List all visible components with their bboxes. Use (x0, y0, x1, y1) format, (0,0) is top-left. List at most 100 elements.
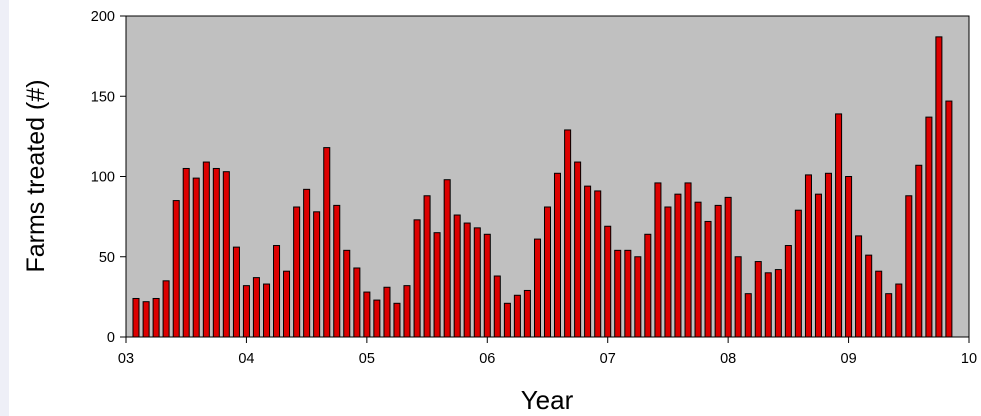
bar (493, 275, 501, 338)
bar (142, 301, 150, 338)
x-axis: 03 04 05 06 07 08 09 10 (118, 337, 977, 367)
bar (553, 172, 561, 338)
x-tick-label: 04 (238, 351, 254, 367)
bar (533, 238, 542, 338)
y-tick-label: 0 (107, 330, 115, 346)
bar (935, 36, 943, 338)
bar (784, 245, 792, 338)
bar (724, 196, 732, 338)
bar (895, 283, 903, 338)
bar (824, 172, 832, 338)
bar (774, 269, 782, 338)
bar (212, 167, 220, 338)
left-edge-strip (0, 0, 9, 416)
bar (132, 297, 140, 338)
bar (333, 204, 341, 338)
bar (232, 246, 240, 338)
bar (393, 302, 401, 338)
x-tick-label: 07 (600, 351, 616, 367)
bar (644, 233, 652, 338)
x-axis-title: Year (521, 385, 574, 415)
x-tick-label: 09 (841, 351, 857, 367)
bar (172, 200, 180, 338)
bar (293, 206, 301, 338)
bar (543, 206, 552, 338)
bar (594, 190, 602, 338)
bar (353, 267, 361, 338)
bar (624, 249, 632, 338)
bar (523, 289, 531, 338)
x-tick-label: 03 (118, 351, 134, 367)
bar (383, 286, 391, 338)
x-tick-label: 08 (720, 351, 736, 367)
bar (564, 129, 572, 338)
bar (433, 232, 441, 338)
bar (182, 167, 190, 338)
bar (764, 272, 772, 338)
bar (323, 147, 331, 338)
x-tick-label: 05 (359, 351, 375, 367)
y-tick-label: 100 (91, 170, 115, 186)
bar (734, 256, 742, 338)
bar (744, 293, 752, 338)
bar (905, 195, 913, 338)
bar (845, 176, 853, 338)
bar (453, 214, 461, 338)
bar (694, 201, 702, 338)
x-tick-label: 10 (961, 351, 977, 367)
bar (162, 280, 170, 338)
bar (614, 249, 622, 338)
y-tick-label: 200 (91, 9, 115, 25)
bar (413, 219, 421, 338)
bar (303, 188, 311, 338)
bar (263, 283, 271, 338)
y-tick-label: 150 (91, 89, 115, 105)
bar (865, 254, 873, 338)
bar (664, 206, 672, 338)
bar (684, 182, 692, 338)
bar (674, 193, 682, 338)
bar (343, 249, 351, 338)
bar (634, 256, 642, 338)
y-tick-label: 50 (99, 250, 115, 266)
bar (584, 185, 592, 338)
bar (363, 291, 371, 338)
bar (855, 235, 863, 338)
bar (222, 171, 230, 338)
bar (503, 302, 511, 338)
bar (835, 113, 843, 338)
bar (373, 299, 381, 338)
bar (252, 277, 260, 338)
bar (513, 294, 521, 338)
bar (754, 261, 762, 338)
y-axis: 0 50 100 150 200 (91, 9, 126, 346)
bar (704, 220, 712, 338)
bar (242, 285, 250, 338)
bar (794, 209, 802, 338)
bar (915, 164, 923, 338)
bar (604, 225, 612, 338)
bar (443, 179, 451, 338)
bar (574, 161, 582, 338)
bar (925, 116, 933, 338)
bar (423, 195, 431, 338)
bar (192, 177, 200, 338)
bar (885, 293, 893, 338)
x-tick-label: 06 (479, 351, 495, 367)
bar (473, 227, 481, 338)
bar (804, 174, 812, 338)
bar (875, 270, 883, 338)
bar (313, 211, 321, 338)
bar (483, 233, 491, 338)
bar (814, 193, 822, 338)
bar (403, 285, 411, 338)
bar (714, 204, 722, 338)
y-axis-title: Farms treated (#) (22, 79, 50, 272)
bar (273, 245, 281, 338)
bar (945, 100, 953, 338)
bar (202, 161, 210, 338)
bar (152, 297, 160, 338)
bar (654, 182, 662, 338)
